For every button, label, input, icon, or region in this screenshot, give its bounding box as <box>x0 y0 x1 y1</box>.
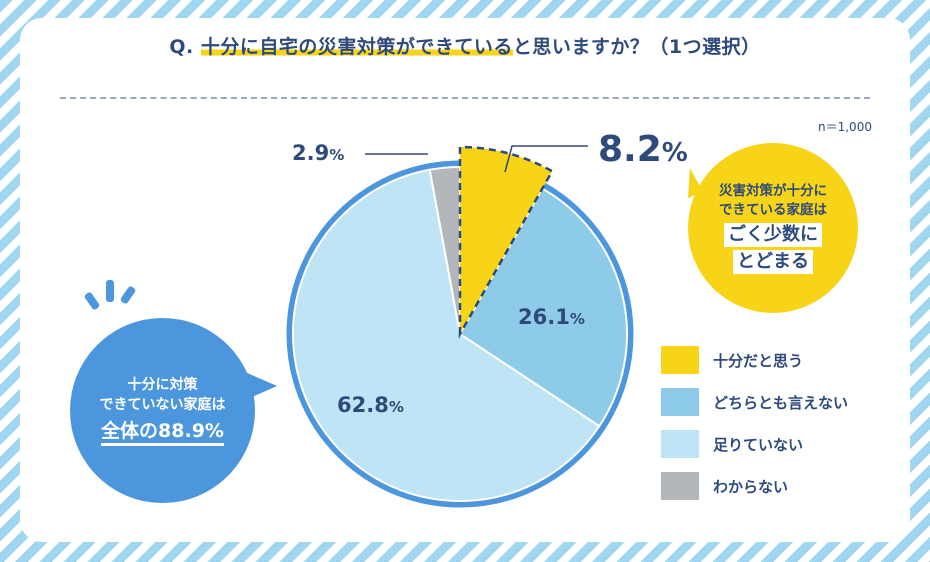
value-label-unknown: 2.9% <box>292 141 344 165</box>
callout-left-line2: できていない家庭は <box>99 397 226 413</box>
legend-label: 十分だと思う <box>713 352 804 370</box>
callout-right-line3: ごく少数に <box>724 223 822 247</box>
legend-label: わからない <box>713 478 789 496</box>
callout-right-line4: とどまる <box>733 250 813 274</box>
callout-left-bubble: 十分に対策 できていない家庭は 全体の88.9% <box>70 318 255 503</box>
callout-right-bubble: 災害対策が十分に できている家庭は ごく少数に とどまる <box>688 143 858 313</box>
callout-left-line3: 全体の88.9% <box>101 419 224 446</box>
legend-label: 足りていない <box>713 436 804 454</box>
dashed-divider <box>60 97 870 99</box>
legend-swatch <box>661 346 699 374</box>
legend-swatch <box>661 472 699 500</box>
legend-swatch <box>661 388 699 416</box>
slice-neutral <box>458 187 628 428</box>
sample-size-label: n＝1,000 <box>818 120 872 134</box>
value-label-sufficient: 8.2% <box>598 129 688 170</box>
slice-sufficient <box>458 145 554 339</box>
question-prefix: Q. <box>169 36 201 58</box>
question-title: Q. 十分に自宅の災害対策ができていると思いますか？（1つ選択） <box>0 32 930 59</box>
legend-label: どちらとも言えない <box>713 394 849 412</box>
slice-unknown <box>428 165 461 335</box>
splash-mark-2 <box>106 280 114 302</box>
question-suffix: と思いますか？（1つ選択） <box>512 36 761 58</box>
callout-left-line1: 十分に対策 <box>127 377 198 393</box>
slice-insufficient <box>292 168 601 502</box>
legend-swatch <box>661 430 699 458</box>
question-highlight: 十分に自宅の災害対策ができている <box>200 36 513 58</box>
callout-right-line2: できている家庭は <box>719 202 827 218</box>
value-label-neutral: 26.1% <box>518 305 585 329</box>
leader-line-sufficient <box>504 145 588 173</box>
value-label-insufficient: 62.8% <box>337 393 404 417</box>
callout-right-line1: 災害対策が十分に <box>719 183 827 199</box>
